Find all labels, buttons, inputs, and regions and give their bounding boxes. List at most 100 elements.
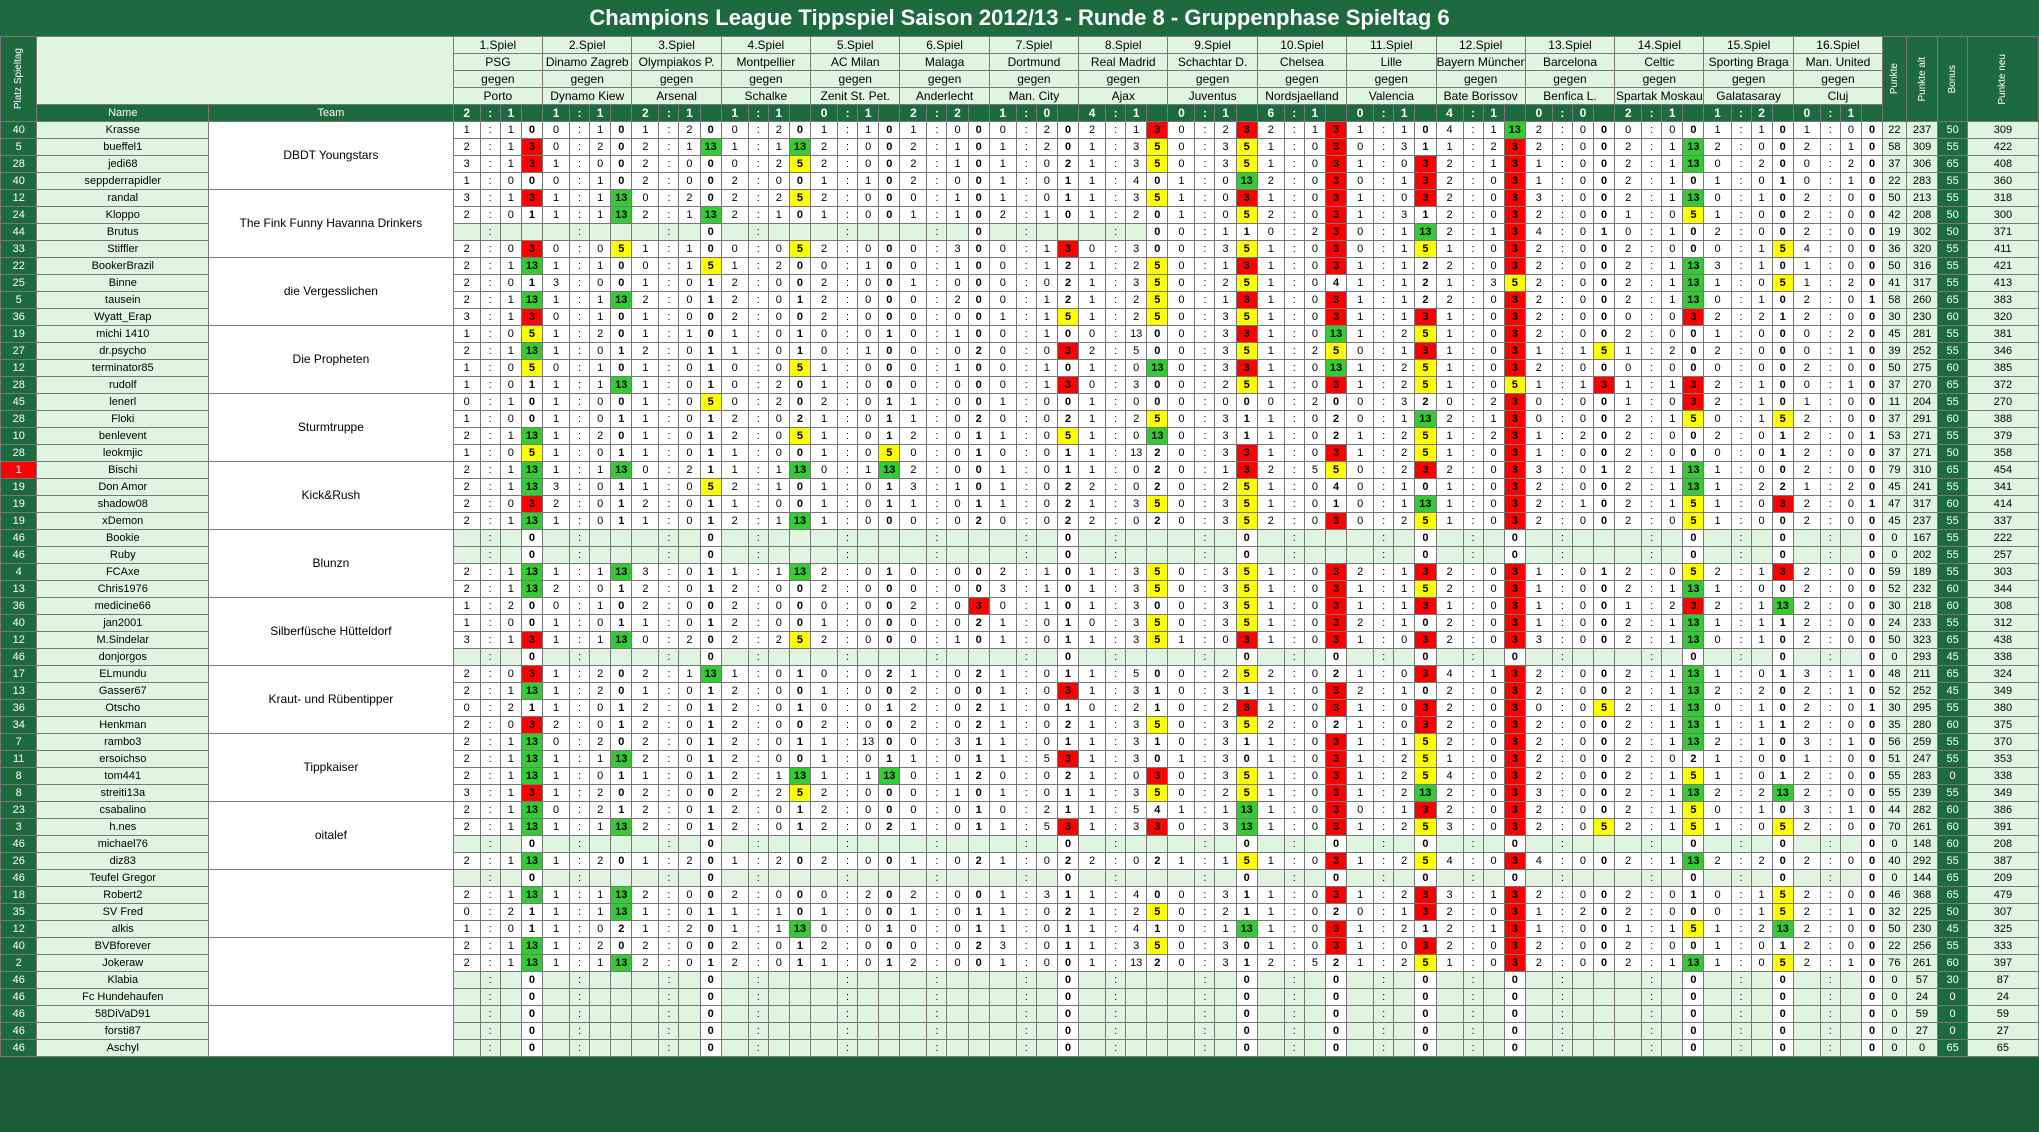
tip-sep: : bbox=[1283, 359, 1305, 377]
tip-points: 0 bbox=[1324, 988, 1348, 1006]
tip-away: 1 bbox=[1393, 274, 1416, 292]
tip-home: 0 bbox=[810, 461, 839, 479]
tip-away: 0 bbox=[1125, 478, 1148, 496]
tip-away: 1 bbox=[589, 172, 612, 190]
tip-points: 0 bbox=[699, 784, 722, 802]
tip-points: 3 bbox=[1414, 665, 1437, 683]
tip-home: 3 bbox=[899, 478, 928, 496]
player-name: Fc Hundehaufen bbox=[36, 988, 210, 1006]
tip-away: 0 bbox=[1661, 325, 1684, 343]
tip-points: 0 bbox=[1592, 614, 1616, 632]
tip-away bbox=[1482, 988, 1505, 1006]
tip-home: 1 bbox=[1167, 852, 1196, 870]
tip-away bbox=[1482, 971, 1505, 989]
tip-points: 3 bbox=[1324, 818, 1348, 836]
tip-points bbox=[1324, 529, 1348, 547]
tip-sep: : bbox=[569, 818, 591, 836]
tip-sep: : bbox=[1462, 325, 1484, 343]
tip-away bbox=[1393, 648, 1416, 666]
tip-sep: : bbox=[1015, 240, 1037, 258]
tip-sep: : bbox=[658, 597, 680, 615]
tip-points: 0 bbox=[520, 971, 544, 989]
tip-home: 2 bbox=[1435, 903, 1464, 921]
tip-away bbox=[1571, 1039, 1595, 1057]
tip-sep: : bbox=[1194, 546, 1216, 564]
tip-home: 0 bbox=[810, 257, 839, 275]
points-cell: 36 bbox=[1882, 240, 1907, 258]
points-new-cell: 397 bbox=[1966, 954, 2039, 972]
tip-points: 3 bbox=[1503, 682, 1526, 700]
tip-points: 13 bbox=[1324, 325, 1348, 343]
tip-away: 1 bbox=[1661, 699, 1684, 717]
tip-home: 1 bbox=[631, 920, 660, 938]
tip-away: 0 bbox=[678, 359, 701, 377]
result-sep: : bbox=[1194, 104, 1216, 122]
tip-away: 0 bbox=[1839, 920, 1862, 938]
player-name: 58DiVaD91 bbox=[36, 1005, 210, 1023]
tip-points: 5 bbox=[1771, 954, 1794, 972]
player-name: xDemon bbox=[36, 512, 210, 530]
tip-sep: : bbox=[1283, 903, 1305, 921]
tip-points: 0 bbox=[699, 1005, 722, 1023]
tip-sep: : bbox=[1015, 580, 1037, 598]
platz-cell: 18 bbox=[0, 886, 38, 904]
tip-sep: : bbox=[658, 835, 680, 853]
tip-home: 4 bbox=[1435, 121, 1464, 139]
tip-points: 5 bbox=[1235, 852, 1258, 870]
tip-sep: : bbox=[569, 172, 591, 190]
game-vs: gegen bbox=[1346, 70, 1437, 88]
tip-away: 0 bbox=[678, 954, 701, 972]
tip-away: 0 bbox=[946, 886, 969, 904]
tip-sep: : bbox=[479, 478, 501, 496]
tip-sep: : bbox=[1462, 376, 1484, 394]
tip-away bbox=[1750, 835, 1773, 853]
tip-home: 1 bbox=[1435, 444, 1464, 462]
tip-home: 1 bbox=[1256, 699, 1285, 717]
tip-sep: : bbox=[1462, 393, 1484, 411]
tip-away: 1 bbox=[1750, 376, 1773, 394]
game-home: Lille bbox=[1346, 53, 1437, 71]
tip-points: 3 bbox=[1414, 308, 1437, 326]
tip-home bbox=[452, 529, 481, 547]
tip-sep: : bbox=[1105, 223, 1127, 241]
tip-sep: : bbox=[1819, 393, 1841, 411]
tip-sep: : bbox=[747, 529, 769, 547]
tip-sep: : bbox=[837, 818, 859, 836]
game-home: Schachtar D. bbox=[1167, 53, 1258, 71]
tip-sep: : bbox=[1730, 172, 1752, 190]
game-label: 13.Spiel bbox=[1524, 36, 1616, 54]
tip-sep: : bbox=[479, 1022, 501, 1040]
tip-sep: : bbox=[837, 852, 859, 870]
tip-points: 0 bbox=[1860, 138, 1884, 156]
tip-sep: : bbox=[1551, 1039, 1573, 1057]
result-sep: : bbox=[1730, 104, 1752, 122]
tip-sep: : bbox=[1462, 359, 1484, 377]
tip-sep: : bbox=[1105, 342, 1127, 360]
tip-away bbox=[1839, 835, 1862, 853]
tip-away: 0 bbox=[1482, 716, 1505, 734]
tip-points: 5 bbox=[1771, 886, 1794, 904]
tip-points: 0 bbox=[1860, 750, 1884, 768]
tip-sep: : bbox=[837, 750, 859, 768]
result-blank bbox=[1414, 104, 1437, 122]
tip-home: 0 bbox=[899, 801, 928, 819]
tip-home bbox=[1435, 988, 1464, 1006]
tip-sep: : bbox=[1730, 274, 1752, 292]
tip-sep: : bbox=[479, 818, 501, 836]
tip-sep: : bbox=[1641, 1005, 1663, 1023]
tip-home bbox=[899, 971, 928, 989]
tip-sep: : bbox=[1194, 971, 1216, 989]
tip-points: 0 bbox=[788, 444, 812, 462]
tip-points: 2 bbox=[1146, 461, 1169, 479]
bonus-cell: 50 bbox=[1937, 223, 1968, 241]
tip-points bbox=[1146, 648, 1169, 666]
points-new-cell: 338 bbox=[1966, 648, 2039, 666]
tip-sep: : bbox=[1373, 563, 1395, 581]
tip-points: 3 bbox=[1503, 257, 1526, 275]
tip-points: 0 bbox=[1860, 155, 1884, 173]
tip-points: 3 bbox=[1503, 852, 1526, 870]
tip-points: 3 bbox=[1324, 733, 1348, 751]
tip-sep: : bbox=[569, 937, 591, 955]
tip-away: 2 bbox=[1125, 410, 1148, 428]
tip-points: 0 bbox=[788, 903, 812, 921]
